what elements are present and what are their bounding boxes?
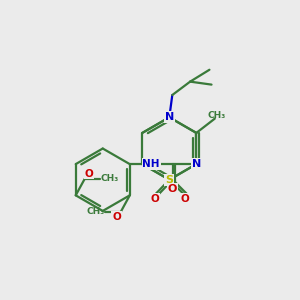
Text: NH: NH bbox=[142, 159, 160, 169]
Text: O: O bbox=[112, 212, 121, 222]
Text: N: N bbox=[192, 159, 201, 169]
Text: O: O bbox=[150, 194, 159, 204]
Text: N: N bbox=[165, 112, 174, 122]
Text: O: O bbox=[180, 194, 189, 204]
Text: O: O bbox=[168, 184, 177, 194]
Text: S: S bbox=[165, 175, 173, 185]
Text: CH₃: CH₃ bbox=[207, 111, 225, 120]
Text: CH₃: CH₃ bbox=[87, 207, 105, 216]
Text: O: O bbox=[85, 169, 94, 178]
Text: CH₃: CH₃ bbox=[100, 175, 119, 184]
